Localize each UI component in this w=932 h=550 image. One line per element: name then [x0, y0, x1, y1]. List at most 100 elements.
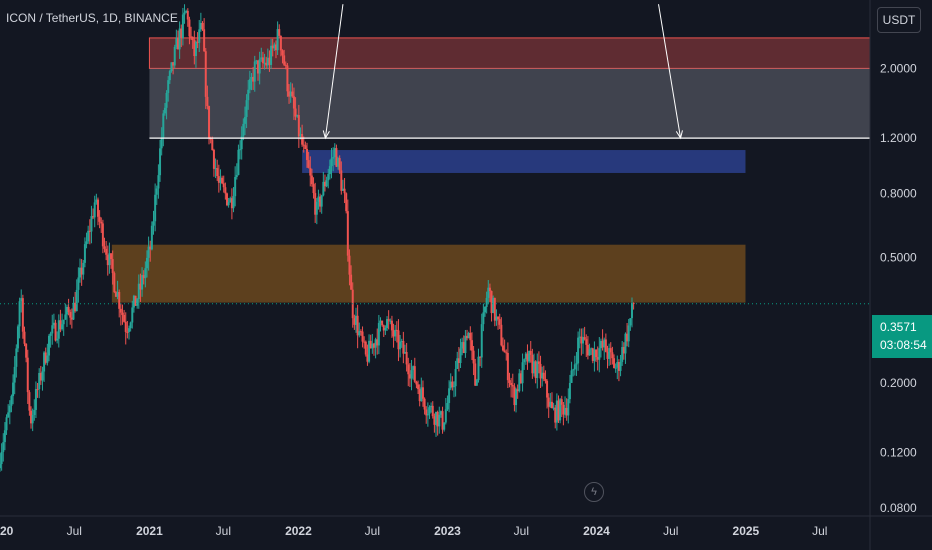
candle-body: [345, 193, 348, 212]
candle-body: [154, 194, 157, 222]
candle-body: [304, 145, 307, 150]
candle-body: [49, 333, 52, 336]
candle-body: [330, 158, 333, 167]
candle-body: [350, 274, 353, 290]
candle-body: [581, 337, 584, 344]
candle-body: [64, 314, 67, 320]
candle-body: [413, 366, 416, 382]
candle-body: [495, 316, 498, 321]
candle-body: [488, 287, 491, 292]
candle-body: [601, 340, 604, 348]
candle-body: [518, 373, 521, 392]
candle-body: [386, 319, 389, 328]
candle-body: [603, 339, 606, 348]
candle-body: [96, 199, 99, 217]
candle-body: [441, 411, 444, 430]
candle-body: [51, 325, 54, 334]
candle-body: [596, 357, 599, 360]
candle-body: [379, 320, 382, 323]
candle-body: [7, 412, 10, 418]
candle-body: [82, 262, 85, 275]
candle-body: [136, 299, 139, 306]
candle-body: [75, 289, 78, 312]
candle-body: [214, 168, 217, 170]
candle-body: [180, 28, 183, 39]
zone-blue: [302, 150, 746, 173]
candle-body: [31, 414, 34, 424]
y-tick-label: 2.0000: [880, 61, 917, 75]
candle-body: [578, 336, 581, 338]
candle-body: [77, 277, 80, 290]
x-tick-label: 2024: [583, 524, 610, 538]
candle-body: [381, 320, 384, 326]
y-tick-label: 0.8000: [880, 187, 917, 201]
candle-body: [500, 324, 503, 346]
candle-body: [552, 407, 555, 409]
y-tick-label: 0.2000: [880, 376, 917, 390]
candle-body: [397, 330, 400, 350]
y-tick-label: 0.0800: [880, 501, 917, 515]
currency-button[interactable]: USDT: [877, 7, 921, 33]
candle-body: [565, 407, 568, 416]
candle-body: [224, 187, 227, 194]
candle-body: [191, 36, 194, 41]
candle-body: [2, 442, 5, 452]
bolt-icon[interactable]: ϟ: [584, 482, 604, 502]
candle-body: [577, 337, 580, 364]
candle-body: [410, 370, 413, 379]
candle-body: [165, 92, 168, 108]
candle-body: [252, 76, 255, 82]
candle-body: [428, 407, 431, 414]
candle-body: [562, 404, 565, 415]
candle-body: [546, 380, 549, 398]
candle-body: [484, 306, 487, 313]
candle-body: [16, 326, 19, 349]
candle-body: [278, 29, 281, 36]
x-tick-label: Jul: [663, 524, 678, 538]
candle-body: [294, 108, 297, 117]
candle-body: [167, 80, 170, 93]
candle-body: [168, 71, 171, 81]
candle-body: [472, 350, 475, 364]
candle-body: [598, 348, 601, 360]
candle-body: [54, 322, 57, 341]
candle-body: [469, 332, 472, 341]
candle-body: [159, 148, 162, 176]
candle-body: [493, 298, 496, 321]
candle-body: [511, 385, 514, 387]
candle-body: [59, 320, 62, 330]
candle-body: [70, 317, 73, 320]
candle-body: [101, 223, 104, 247]
candle-body: [194, 41, 197, 57]
candle-body: [526, 353, 529, 362]
candle-body: [531, 354, 534, 374]
candle-body: [358, 331, 361, 336]
candle-body: [444, 409, 447, 423]
candle-body: [150, 225, 153, 250]
candle-body: [630, 302, 633, 319]
candle-body: [503, 350, 506, 353]
candle-body: [320, 195, 323, 207]
candle-body: [448, 388, 451, 404]
candle-body: [591, 348, 594, 361]
candle-body: [276, 29, 279, 51]
candle-body: [438, 414, 441, 427]
candle-body: [595, 349, 598, 358]
candle-body: [333, 148, 336, 158]
candle-body: [257, 60, 260, 74]
candle-body: [38, 372, 41, 390]
symbol-title[interactable]: ICON / TetherUS, 1D, BINANCE: [6, 11, 178, 25]
candle-body: [405, 352, 408, 365]
lines-layer: [0, 4, 870, 305]
candle-body: [423, 398, 426, 410]
candle-body: [119, 308, 122, 313]
x-tick-label: Jul: [365, 524, 380, 538]
candle-body: [178, 28, 181, 50]
candle-body: [456, 358, 459, 369]
candle-body: [291, 91, 294, 97]
candle-body: [346, 211, 349, 256]
candle-body: [443, 422, 446, 430]
candle-body: [549, 401, 552, 407]
